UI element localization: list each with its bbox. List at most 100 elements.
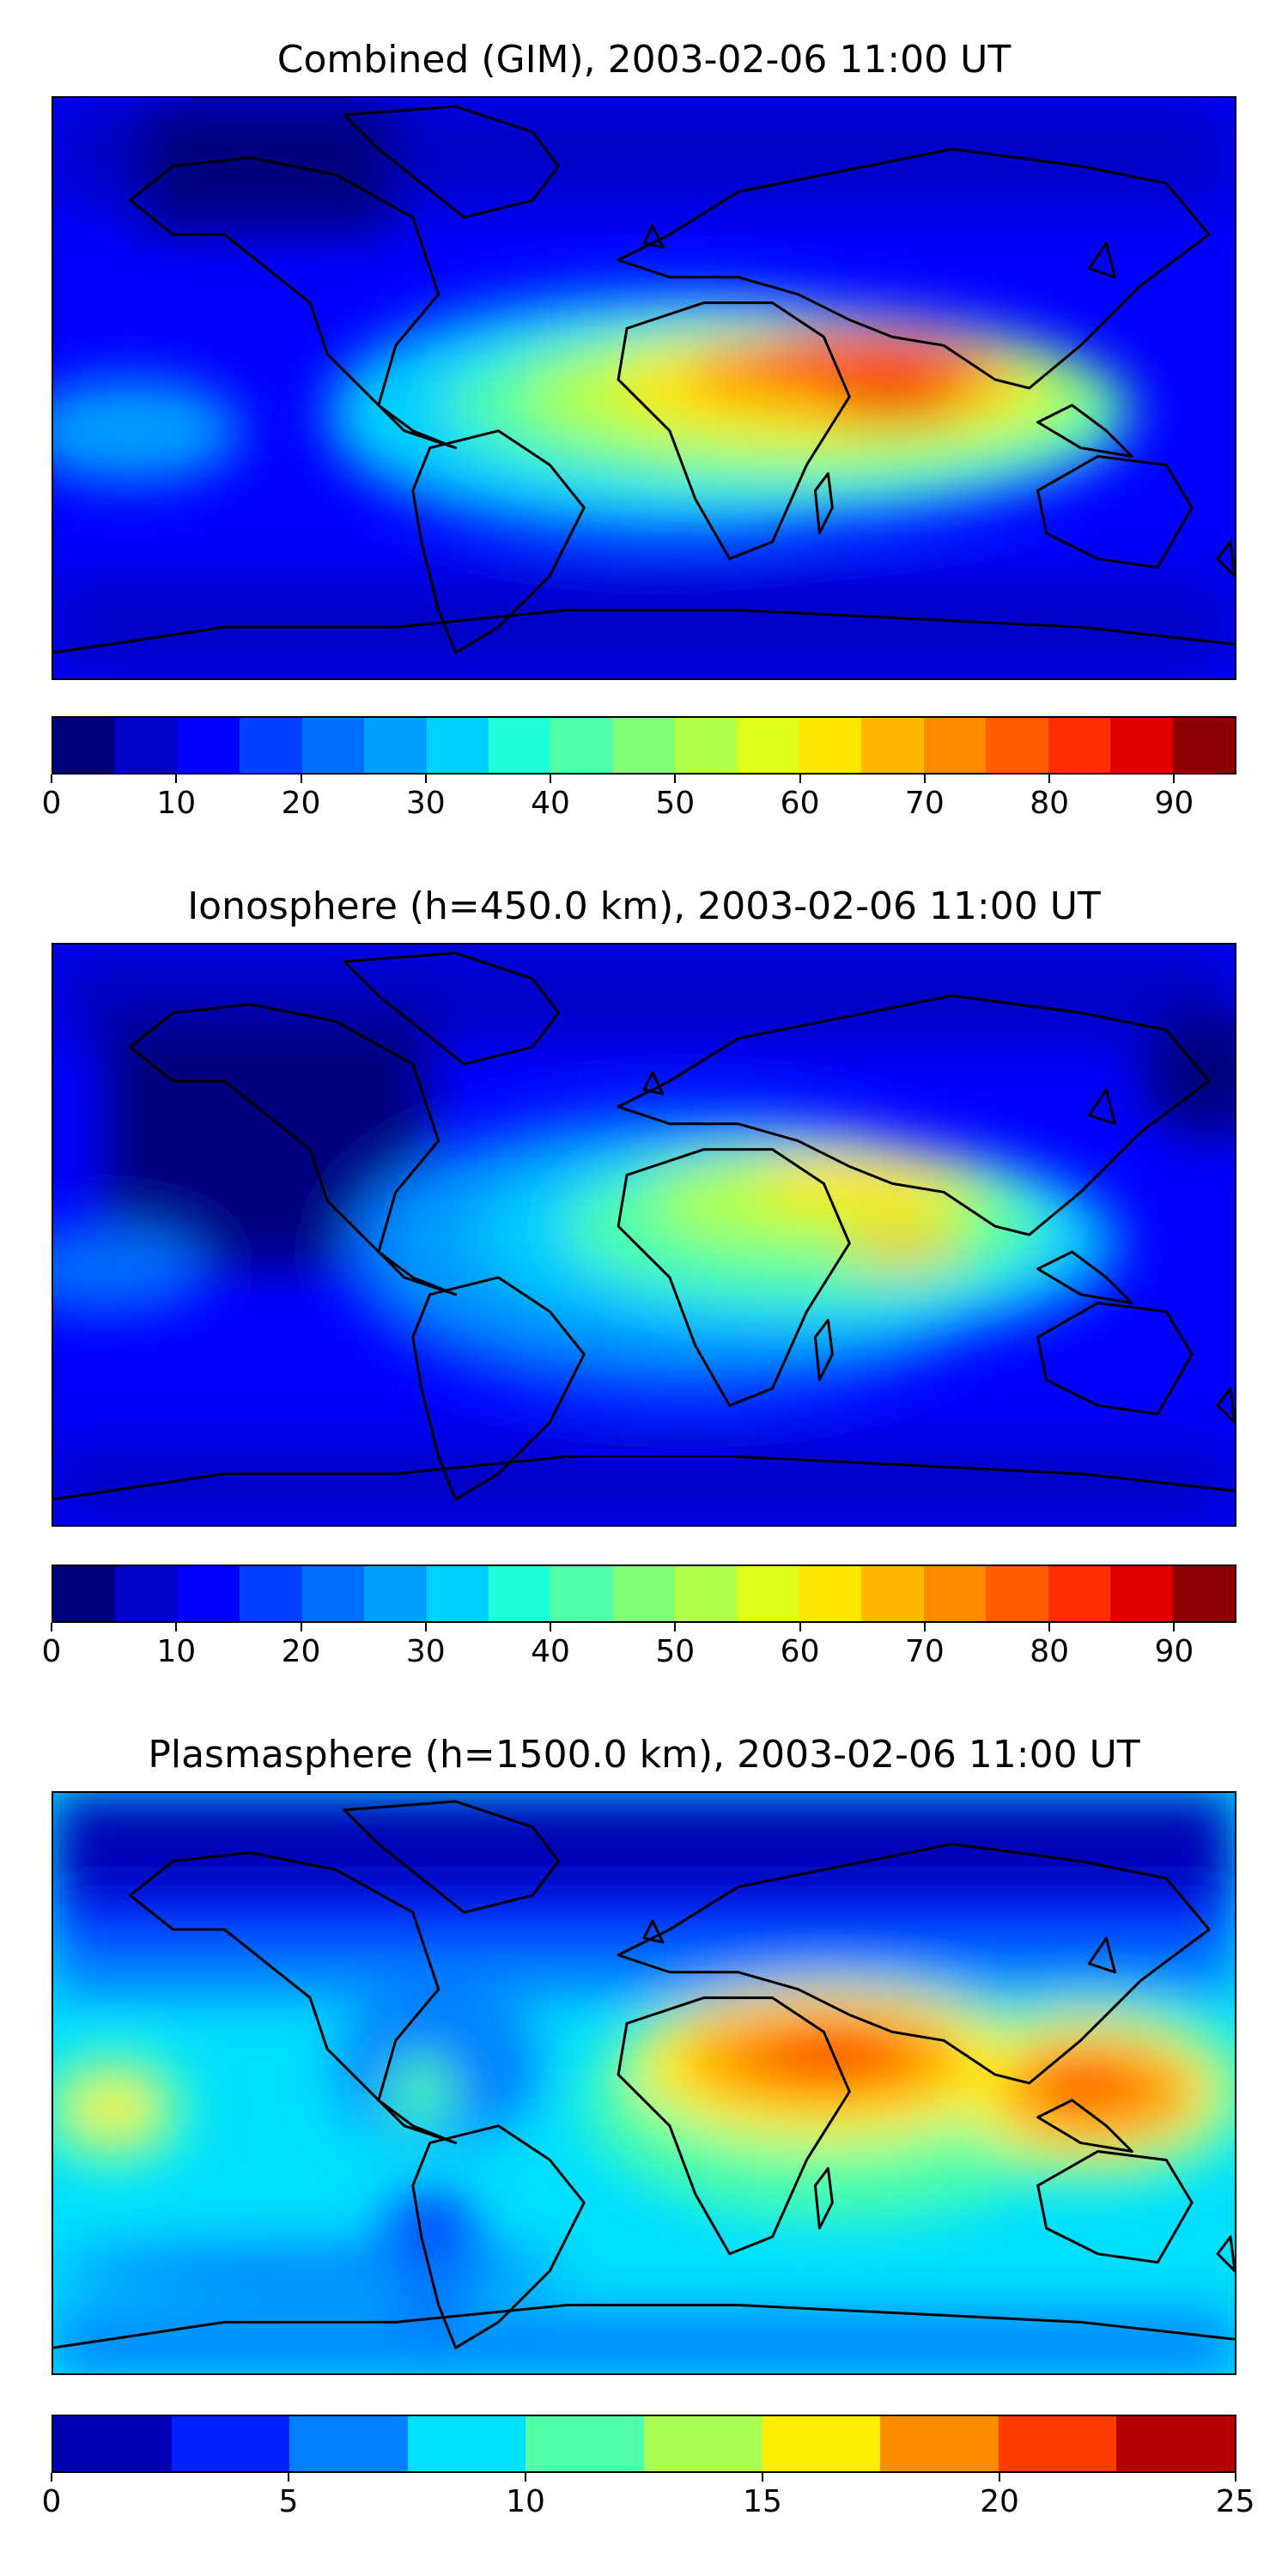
- colorbar-segment: [986, 718, 1048, 773]
- tick-label: 15: [743, 2484, 782, 2519]
- colorbar-segment: [1048, 1566, 1111, 1621]
- colorbar-segment: [1048, 718, 1111, 773]
- colorbar-segment: [1172, 1566, 1235, 1621]
- colorbar-segment: [526, 2416, 644, 2471]
- coastlines: [53, 951, 1235, 1501]
- tick-mark: [300, 775, 302, 783]
- colorbar-segment: [488, 718, 551, 773]
- colorbar-segment: [1110, 1566, 1173, 1621]
- tick-label: 25: [1215, 2484, 1255, 2519]
- tick-label: 40: [531, 1634, 570, 1669]
- colorbar-segment: [861, 718, 924, 773]
- tick-mark: [1048, 775, 1051, 783]
- tick-mark: [175, 775, 178, 783]
- colorbar-segment: [737, 1566, 800, 1621]
- tick-label: 30: [405, 786, 446, 821]
- tec-map: [52, 96, 1236, 680]
- tick-mark: [674, 775, 677, 783]
- colorbar: [52, 716, 1236, 775]
- tick-label: 30: [405, 1634, 446, 1669]
- colorbar-segment: [53, 718, 116, 773]
- colorbar-segment: [550, 718, 613, 773]
- tick-mark: [1048, 1623, 1051, 1631]
- map-svg: [53, 98, 1235, 678]
- colorbar-segment: [240, 1566, 302, 1621]
- colorbar-segment: [612, 1566, 676, 1621]
- tec-map: [52, 943, 1236, 1527]
- colorbar-segment: [612, 718, 676, 773]
- tick-mark: [550, 1623, 552, 1631]
- colorbar-segment: [737, 718, 800, 773]
- colorbar-segment: [407, 2416, 526, 2471]
- panel-title: Plasmasphere (h=1500.0 km), 2003-02-06 1…: [148, 1733, 1140, 1777]
- tick-label: 0: [41, 2484, 62, 2519]
- tick-label: 90: [1154, 786, 1194, 821]
- colorbar-segment: [986, 1566, 1048, 1621]
- colorbar-segment: [177, 718, 240, 773]
- tick-label: 0: [41, 786, 62, 821]
- tick-label: 80: [1030, 786, 1070, 821]
- colorbar-segment: [301, 718, 365, 773]
- tick-mark: [674, 1623, 677, 1631]
- colorbar-segment: [923, 718, 987, 773]
- tick-label: 90: [1154, 1634, 1194, 1669]
- colorbar-segment: [880, 2416, 999, 2471]
- tick-mark: [923, 1623, 926, 1631]
- tick-label: 60: [780, 1634, 820, 1669]
- colorbar-segment: [1116, 2416, 1235, 2471]
- tick-label: 20: [281, 786, 321, 821]
- tick-label: 50: [655, 786, 696, 821]
- colorbar-segment: [301, 1566, 365, 1621]
- tick-label: 10: [156, 1634, 197, 1669]
- tec-map: [52, 1791, 1236, 2375]
- tick-label: 10: [156, 786, 197, 821]
- colorbar-segment: [643, 2416, 762, 2471]
- tick-label: 20: [980, 2484, 1019, 2519]
- panel-ionosphere: Ionosphere (h=450.0 km), 2003-02-06 11:0…: [0, 859, 1288, 1709]
- colorbar-segment: [675, 718, 738, 773]
- colorbar-ticks: 0 10 20 30 40 50 60 70 80 90: [42, 1623, 1236, 1669]
- colorbar-segment: [550, 1566, 613, 1621]
- tick-mark: [999, 2473, 1000, 2482]
- colorbar-segment: [998, 2416, 1117, 2471]
- tick-label: 70: [904, 1634, 945, 1669]
- coastlines: [53, 1800, 1235, 2349]
- tick-mark: [550, 775, 552, 783]
- map-svg: [53, 1793, 1235, 2373]
- tick-mark: [1234, 2473, 1236, 2482]
- tick-mark: [424, 1623, 427, 1631]
- colorbar-segment: [171, 2416, 290, 2471]
- tick-label: 10: [506, 2484, 545, 2519]
- colorbar-segment: [240, 718, 302, 773]
- colorbar-segment: [177, 1566, 240, 1621]
- colorbar-segment: [1110, 718, 1173, 773]
- coastlines: [53, 105, 1235, 654]
- colorbar-segment: [488, 1566, 551, 1621]
- tick-label: 50: [655, 1634, 696, 1669]
- colorbar-segment: [861, 1566, 924, 1621]
- tick-label: 20: [281, 1634, 321, 1669]
- map-svg: [53, 945, 1235, 1525]
- colorbar-segment: [799, 1566, 862, 1621]
- tick-mark: [51, 775, 52, 783]
- colorbar-segment: [762, 2416, 881, 2471]
- colorbar: [52, 1564, 1236, 1623]
- colorbar: [52, 2415, 1236, 2473]
- colorbar-ticks: 0 5 10 15 20 25: [42, 2473, 1255, 2519]
- colorbar-segment: [364, 718, 427, 773]
- colorbar-segment: [426, 1566, 489, 1621]
- panel-plasmasphere: Plasmasphere (h=1500.0 km), 2003-02-06 1…: [0, 1717, 1288, 2576]
- tick-label: 60: [780, 786, 820, 821]
- tick-label: 80: [1030, 1634, 1070, 1669]
- colorbar-segment: [923, 1566, 987, 1621]
- colorbar-segment: [289, 2416, 408, 2471]
- tick-mark: [300, 1623, 302, 1631]
- colorbar-segment: [53, 2416, 172, 2471]
- colorbar-segment: [675, 1566, 738, 1621]
- tick-mark: [51, 1623, 52, 1631]
- colorbar-segment: [1172, 718, 1235, 773]
- colorbar-segment: [799, 718, 862, 773]
- tick-label: 70: [904, 786, 945, 821]
- colorbar-segment: [115, 718, 178, 773]
- tick-mark: [288, 2473, 289, 2482]
